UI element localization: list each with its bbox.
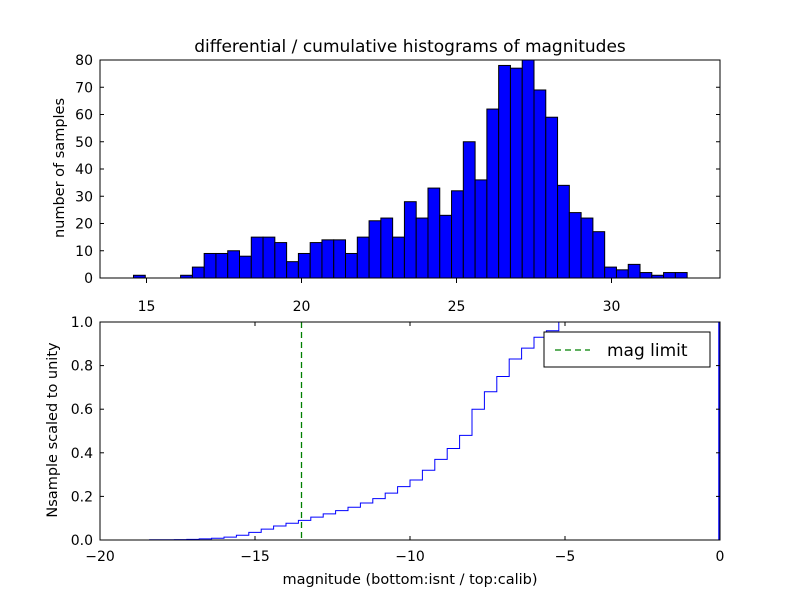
cumulative-ytick-label: 0.8 <box>71 359 93 375</box>
histogram-bar <box>227 250 241 279</box>
histogram-bar <box>203 252 217 279</box>
legend-box <box>543 331 711 368</box>
histogram-xtick-label: 25 <box>448 299 466 315</box>
histogram-bar <box>415 217 429 279</box>
histogram-ytick-label: 30 <box>75 189 93 205</box>
cumulative-frame <box>99 321 721 541</box>
histogram-ytick-label: 60 <box>75 108 93 124</box>
histogram-xtick-label: 20 <box>293 299 311 315</box>
cumulative-plot-area <box>100 321 720 541</box>
histogram-bar <box>639 272 653 279</box>
histogram-bar <box>297 252 311 279</box>
cumulative-ytick-label: 1.0 <box>71 315 93 331</box>
cumulative-ytick-label: 0.0 <box>71 533 93 549</box>
histogram-bar <box>509 67 523 279</box>
cumulative-xtick-label: −10 <box>395 549 425 565</box>
histogram-ytick-label: 80 <box>75 53 93 69</box>
cumulative-ticks: 0.0 0.2 0.4 0.6 0.8 1.0 −20 −15 −10 −5 0 <box>71 315 725 565</box>
histogram-bar <box>356 236 370 279</box>
histogram-bar <box>568 212 582 279</box>
histogram-bar <box>427 187 441 279</box>
cumulative-ytick-label: 0.2 <box>71 489 93 505</box>
histogram-ytick-label: 10 <box>75 244 93 260</box>
histogram-bar <box>498 64 511 279</box>
cumulative-ytick-label: 0.6 <box>71 402 93 418</box>
histogram-bar <box>674 272 688 279</box>
histogram-bar <box>557 184 570 279</box>
histogram-bar <box>486 108 500 279</box>
cumulative-panel: Nsample scaled to unity magnitude (botto… <box>45 315 724 588</box>
histogram-xtick-label: 30 <box>603 299 621 315</box>
histogram-bars <box>132 59 688 279</box>
histogram-bar <box>533 89 547 279</box>
histogram-panel: differential / cumulative histograms of … <box>52 37 721 315</box>
cumulative-xtick-label: −20 <box>85 549 115 565</box>
histogram-bar <box>663 272 676 279</box>
cumulative-step-line <box>100 321 720 541</box>
histogram-bar <box>451 190 464 279</box>
histogram-bar <box>345 252 358 279</box>
histogram-bar <box>380 217 394 279</box>
histogram-bar <box>333 239 347 279</box>
legend: mag limit <box>543 331 711 368</box>
histogram-bar <box>392 236 405 279</box>
histogram-bar <box>215 252 229 279</box>
histogram-bar <box>309 242 323 279</box>
histogram-bar <box>250 236 264 279</box>
histogram-bar <box>403 201 417 279</box>
histogram-bar <box>239 255 252 279</box>
histogram-bar <box>462 141 476 279</box>
cumulative-xtick-label: 0 <box>716 549 725 565</box>
histogram-ytick-label: 70 <box>75 80 93 96</box>
histogram-bar <box>286 261 299 279</box>
histogram-bar <box>368 220 382 279</box>
histogram-bar <box>274 242 288 279</box>
histogram-ytick-label: 40 <box>75 162 93 178</box>
histogram-ytick-label: 50 <box>75 135 93 151</box>
cumulative-xtick-label: −5 <box>555 549 576 565</box>
cumulative-ytick-label: 0.4 <box>71 446 93 462</box>
legend-label-mag-limit: mag limit <box>607 341 688 361</box>
histogram-bar <box>615 269 629 279</box>
histogram-ytick-label: 20 <box>75 217 93 233</box>
histogram-bar <box>545 116 559 279</box>
histogram-xtick-label: 15 <box>138 299 156 315</box>
histogram-bar <box>439 214 453 279</box>
histogram-ticks: 0 10 20 30 40 50 60 70 80 15 20 25 30 <box>75 53 720 315</box>
histogram-bar <box>191 266 205 279</box>
histogram-bar <box>521 59 535 279</box>
cumulative-ylabel: Nsample scaled to unity <box>45 342 61 518</box>
histogram-title: differential / cumulative histograms of … <box>194 37 626 57</box>
histogram-ylabel: number of samples <box>52 98 68 238</box>
histogram-bar <box>627 263 641 279</box>
histogram-bar <box>321 239 335 279</box>
histogram-ytick-label: 0 <box>84 271 93 287</box>
histogram-frame <box>99 59 721 279</box>
cumulative-xlabel: magnitude (bottom:isnt / top:calib) <box>282 572 537 588</box>
histogram-bar <box>580 217 594 279</box>
histogram-bar <box>592 231 606 279</box>
cumulative-xtick-label: −15 <box>240 549 270 565</box>
histogram-bar <box>604 266 617 279</box>
histogram-bar <box>474 179 488 279</box>
histogram-bar <box>262 236 276 279</box>
